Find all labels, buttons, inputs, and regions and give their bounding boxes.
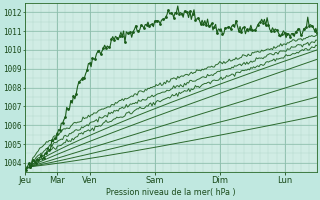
X-axis label: Pression niveau de la mer( hPa ): Pression niveau de la mer( hPa )	[106, 188, 236, 197]
